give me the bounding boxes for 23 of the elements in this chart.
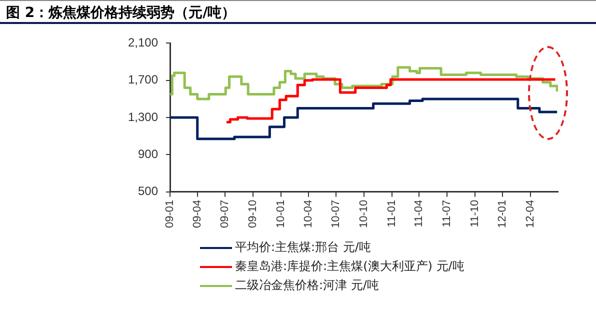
x-tick-label: 09-07 xyxy=(219,200,232,228)
x-tick-label: 11-10 xyxy=(468,200,481,228)
y-tick-label: 2,100 xyxy=(128,36,158,50)
chart-title: 图 2：炼焦煤价格持续弱势（元/吨） xyxy=(0,0,596,24)
x-tick-label: 11-07 xyxy=(440,200,453,228)
y-tick-label: 1,300 xyxy=(128,110,158,124)
x-tick-label: 10-04 xyxy=(302,200,314,228)
legend-label: 二级冶金焦价格:河津 元/吨 xyxy=(235,277,379,294)
x-tick-label: 10-01 xyxy=(274,200,287,228)
y-tick-label: 1,700 xyxy=(128,72,158,87)
x-tick-label: 12-04 xyxy=(524,200,536,228)
y-tick-label: 900 xyxy=(138,147,158,162)
x-tick-label: 09-10 xyxy=(247,200,259,228)
x-tick-label: 10-07 xyxy=(330,200,342,228)
y-tick-label: 500 xyxy=(138,184,158,198)
x-tick-label: 11-04 xyxy=(413,200,426,228)
x-tick-label: 09-01 xyxy=(164,200,176,228)
x-tick-label: 11-01 xyxy=(386,200,398,228)
x-tick-label: 09-04 xyxy=(191,200,204,228)
legend-label: 秦皇岛港:库提价:主焦煤(澳大利亚产) 元/吨 xyxy=(235,258,464,275)
x-tick-label: 12-01 xyxy=(496,200,509,228)
legend-label: 平均价:主焦煤:邢台 元/吨 xyxy=(235,239,371,256)
x-tick-label: 10-10 xyxy=(358,200,370,228)
